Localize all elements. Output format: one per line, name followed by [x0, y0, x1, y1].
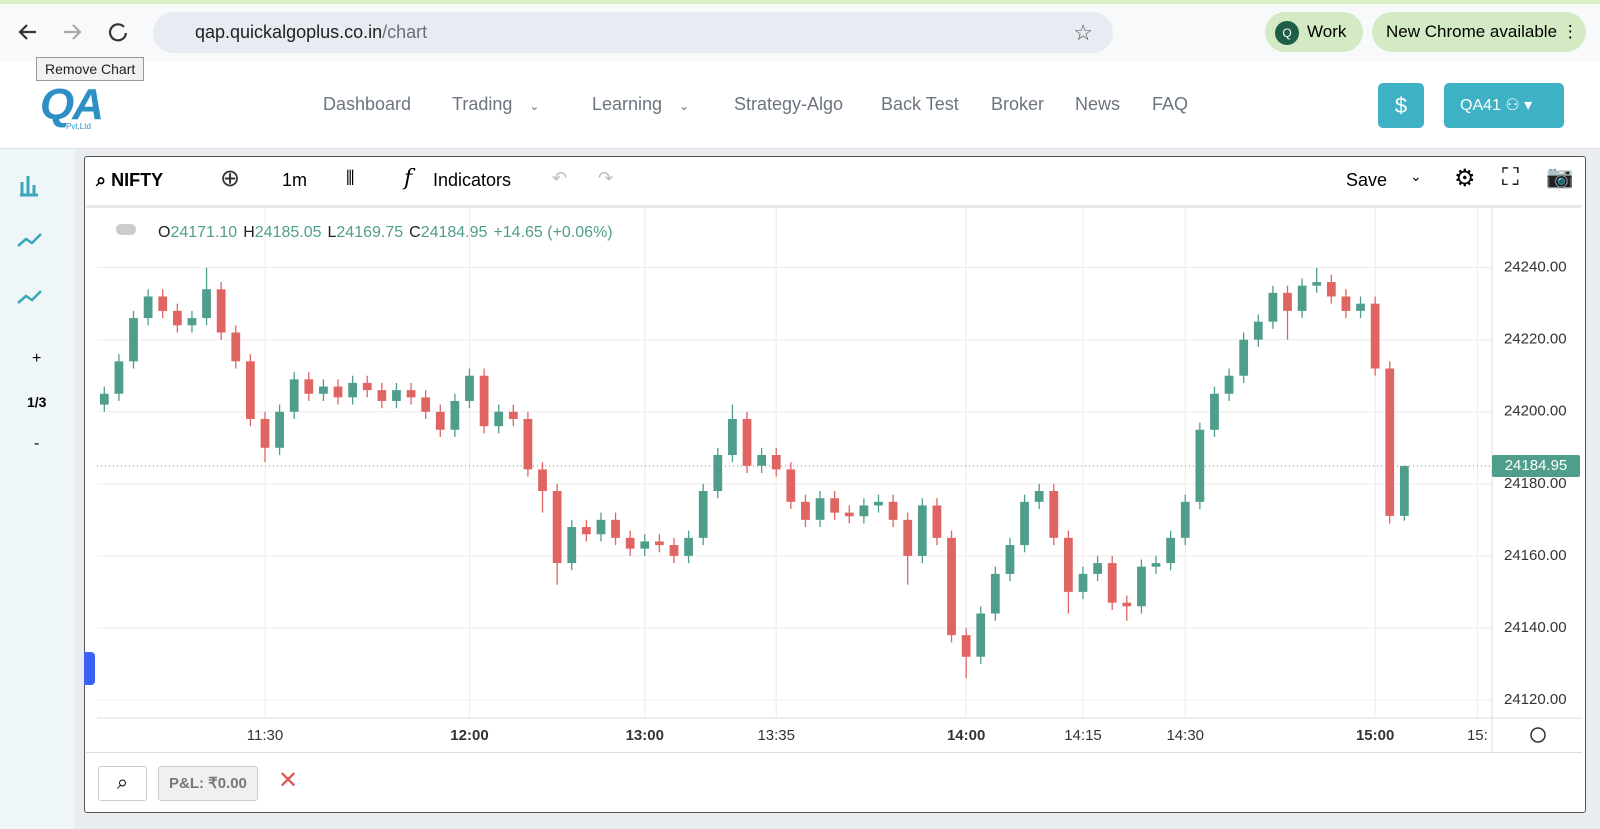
- nav-item[interactable]: Trading ⌄: [452, 94, 540, 114]
- panel-tab[interactable]: [84, 652, 95, 685]
- add-compare[interactable]: ⊕: [220, 165, 241, 192]
- chart-type[interactable]: ⫴: [346, 168, 355, 190]
- bottom-bar: [86, 752, 1582, 810]
- bar-icon[interactable]: [20, 176, 38, 197]
- update-text: New Chrome available: [1386, 22, 1558, 41]
- nav-label: Trading: [452, 94, 513, 114]
- redo[interactable]: ↷: [598, 168, 614, 188]
- nav-item[interactable]: Dashboard: [323, 94, 412, 114]
- zoom-out[interactable]: -: [34, 435, 40, 452]
- sidebar-icons: [17, 176, 42, 304]
- url-path: /chart: [382, 22, 428, 42]
- search-button[interactable]: ⌕: [98, 766, 147, 801]
- nav-item[interactable]: Back Test: [881, 94, 959, 114]
- profile-name: Work: [1307, 22, 1347, 41]
- back[interactable]: [18, 24, 36, 40]
- nav-item[interactable]: News: [1075, 94, 1121, 114]
- save[interactable]: Save: [1346, 170, 1388, 190]
- reload[interactable]: [108, 23, 128, 42]
- nav-buttons: [18, 23, 128, 42]
- close-button[interactable]: ✕: [278, 767, 299, 794]
- sidebar: [0, 149, 75, 829]
- settings[interactable]: ⚙: [1454, 165, 1476, 192]
- nav-item[interactable]: Strategy-Algo: [734, 94, 844, 114]
- nav-item[interactable]: FAQ: [1152, 94, 1189, 114]
- app-nav: [0, 62, 1600, 149]
- indicators[interactable]: Indicators: [433, 170, 512, 190]
- fullscreen[interactable]: ⛶: [1502, 164, 1519, 191]
- user-button[interactable]: QA41 ⚇ ▾: [1444, 83, 1564, 128]
- zoom-in[interactable]: +: [32, 350, 42, 367]
- nav-item[interactable]: Broker: [991, 94, 1045, 114]
- toolbar: ⌕ NIFTY ⊕ 1m ⫴ f Indicators ↶ ↷ Save ⌄ ⚙…: [86, 158, 1582, 208]
- nav-item[interactable]: Learning ⌄: [592, 94, 690, 114]
- tooltip: Remove Chart: [36, 57, 145, 81]
- url-bar[interactable]: qap.quickalgoplus.co.in/chart ☆: [153, 12, 1113, 53]
- profile-avatar: Q: [1275, 20, 1299, 45]
- fx-icon: f: [404, 166, 413, 191]
- currency-button[interactable]: $: [1378, 83, 1424, 128]
- url-host: qap.quickalgoplus.co.in: [195, 22, 383, 42]
- interval[interactable]: 1m: [282, 170, 308, 190]
- logo[interactable]: QA: [40, 80, 104, 129]
- symbol-text: NIFTY: [111, 170, 164, 190]
- undo[interactable]: ↶: [552, 168, 568, 188]
- pnl-badge: P&L: ₹0.00: [158, 766, 258, 801]
- logo-sub: Pvt.Ltd: [66, 122, 91, 131]
- line-icon[interactable]: [17, 233, 42, 247]
- star[interactable]: ☆: [1073, 20, 1093, 45]
- line-icon[interactable]: [17, 290, 42, 304]
- user-name: QA41: [1460, 97, 1501, 114]
- forward[interactable]: [64, 24, 82, 40]
- profile-pill[interactable]: Q Work: [1265, 12, 1363, 52]
- symbol[interactable]: ⌕ NIFTY: [96, 170, 164, 190]
- nav-label: Learning: [592, 94, 663, 114]
- chart-panel: [84, 156, 1586, 813]
- page-indicator: 1/3: [27, 394, 47, 410]
- snapshot[interactable]: 📷: [1546, 164, 1574, 189]
- update-pill[interactable]: New Chrome available ⋮: [1372, 12, 1586, 52]
- save-menu[interactable]: ⌄: [1410, 168, 1422, 184]
